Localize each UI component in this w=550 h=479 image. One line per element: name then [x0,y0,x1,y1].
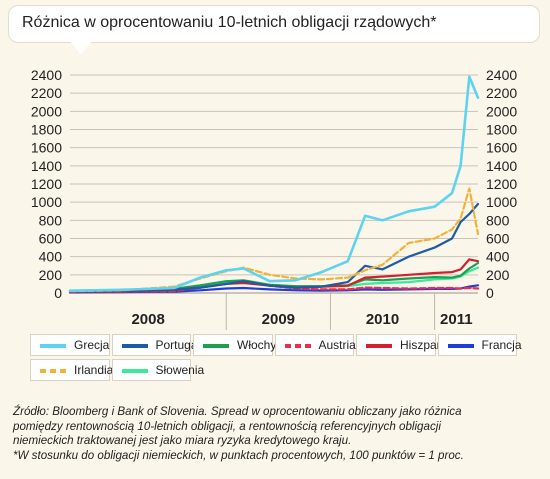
legend-swatch [366,344,392,348]
footnote-line: Źródło: Bloomberg i Bank of Slovenia. Sp… [13,405,462,418]
series-line-portugalia [68,202,480,293]
x-tick-label: 2009 [262,311,295,328]
legend-item-hiszpania: Hiszpania [356,334,453,356]
legend-label: Francja [481,338,522,352]
y-tick-label-left: 2400 [31,67,62,83]
series-line-irlandia [68,187,480,293]
y-tick-label-left: 1800 [31,122,62,138]
legend-swatch [284,344,311,348]
footnote-line: niemieckich traktowanej jest jako miara … [13,434,352,447]
y-tick-label-right: 0 [486,285,494,301]
y-tick-label-right: 1800 [486,122,517,138]
y-tick-label-right: 200 [486,267,510,283]
x-tick-label: 2010 [366,311,399,328]
x-tick-label: 2008 [131,311,164,328]
legend-swatch [121,369,148,373]
y-tick-label-left: 2200 [31,85,62,101]
y-tick-label-right: 2200 [486,85,517,101]
footnote-line: *W stosunku do obligacji niemieckich, w … [13,448,464,462]
footnote: Źródło: Bloomberg i Bank of Slovenia. Sp… [13,405,543,463]
legend-label: Irlandia [74,363,114,377]
y-tick-label-left: 400 [39,249,63,265]
legend-swatch [121,344,148,348]
y-tick-label-right: 400 [486,249,510,265]
legend-swatch [203,344,229,348]
legend-item-włochy: Włochy [193,334,277,356]
legend-swatch [40,344,66,348]
legend-swatch [447,344,474,348]
y-tick-label-right: 1400 [486,158,517,174]
legend-item-francja: Francja [437,334,522,356]
y-tick-label-left: 1000 [31,194,62,210]
footnote-line: pomiędzy rentownością 10-letnich obligac… [13,419,441,433]
legend-item-słowenia: Słowenia [111,359,204,381]
legend-item-irlandia: Irlandia [30,359,114,381]
y-tick-label-right: 1000 [486,194,517,210]
chart-title: Różnica w oprocentowaniu 10-letnich obli… [22,14,437,31]
y-tick-label-left: 1600 [31,140,62,156]
y-tick-label-left: 1400 [31,158,62,174]
series-line-grecja [68,75,480,293]
y-tick-label-left: 600 [39,231,63,247]
legend-item-grecja: Grecja [30,334,110,356]
y-tick-label-left: 2000 [31,103,62,119]
legend-label: Słowenia [155,363,205,377]
x-tick-label: 2011 [440,311,473,328]
y-tick-label-left: 1200 [31,176,62,192]
y-tick-label-right: 1600 [486,140,517,156]
legend-item-austria: Austria [274,334,356,356]
y-tick-label-right: 2400 [486,67,517,83]
y-tick-label-left: 200 [39,267,63,283]
legend-item-portugalia: Portugalia [111,334,210,356]
y-tick-label-left: 0 [54,285,62,301]
y-tick-label-left: 800 [39,212,63,228]
chart-plot: 0 0 200 200 400 400 600 600 800 800 1000 1000 1200 12… [31,67,517,330]
title-bubble-tail [70,41,92,55]
legend-swatch [40,369,66,373]
y-tick-label-right: 2000 [486,103,517,119]
title-bubble [8,5,540,43]
y-tick-label-right: 800 [486,212,510,228]
legend-label: Włochy [237,338,277,352]
y-tick-label-right: 1200 [486,176,517,192]
legend-label: Grecja [74,338,110,352]
legend-label: Austria [318,338,356,352]
y-tick-label-right: 600 [486,231,510,247]
